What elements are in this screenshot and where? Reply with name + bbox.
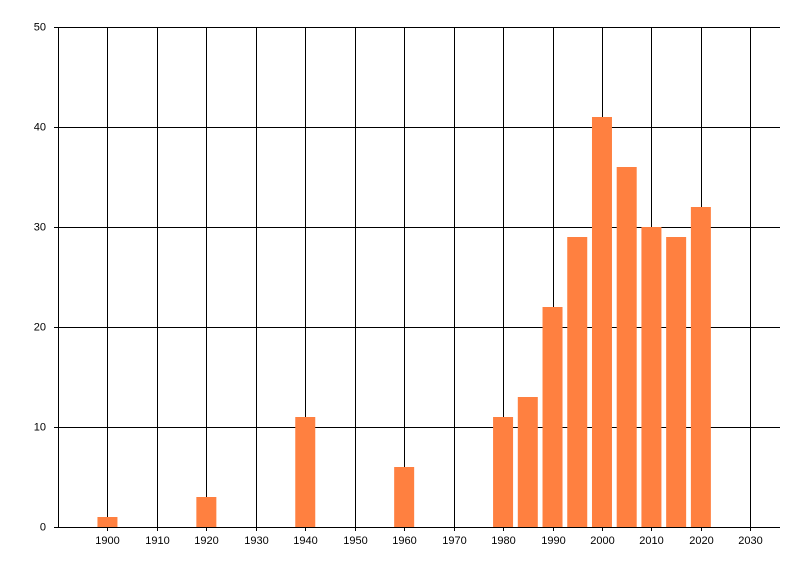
bar xyxy=(616,167,637,527)
x-tick-label: 1900 xyxy=(95,535,119,547)
bar xyxy=(517,397,538,527)
x-tick-label: 1980 xyxy=(491,535,515,547)
y-tick-label: 50 xyxy=(34,21,46,33)
y-tick-label: 40 xyxy=(34,121,46,133)
y-tick-label: 0 xyxy=(40,521,46,533)
bar xyxy=(641,227,662,527)
x-tick-label: 1910 xyxy=(145,535,169,547)
bar xyxy=(542,307,563,527)
y-tick-label: 10 xyxy=(34,421,46,433)
bar xyxy=(591,117,612,527)
x-tick-label: 1960 xyxy=(392,535,416,547)
x-tick-label: 1920 xyxy=(194,535,218,547)
bar xyxy=(493,417,514,527)
x-tick-label: 1970 xyxy=(442,535,466,547)
bar xyxy=(295,417,316,527)
bar xyxy=(666,237,687,527)
bar xyxy=(567,237,588,527)
bar xyxy=(690,207,711,527)
bar xyxy=(97,517,118,527)
x-tick-label: 1950 xyxy=(343,535,367,547)
x-tick-label: 2020 xyxy=(689,535,713,547)
x-tick-label: 2000 xyxy=(590,535,614,547)
x-tick-label: 1930 xyxy=(244,535,268,547)
y-tick-label: 20 xyxy=(34,321,46,333)
x-tick-label: 1940 xyxy=(293,535,317,547)
bar xyxy=(196,497,217,527)
x-tick-label: 2030 xyxy=(738,535,762,547)
y-tick-label: 30 xyxy=(34,221,46,233)
x-tick-label: 2010 xyxy=(639,535,663,547)
x-tick-label: 1990 xyxy=(541,535,565,547)
bar xyxy=(394,467,415,527)
